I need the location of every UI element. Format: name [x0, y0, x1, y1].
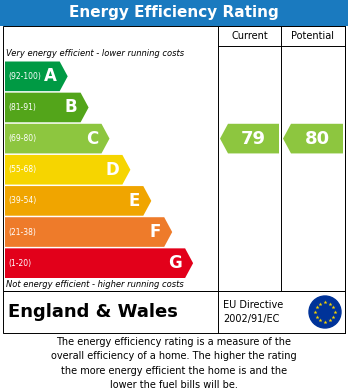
- Text: Energy Efficiency Rating: Energy Efficiency Rating: [69, 5, 279, 20]
- Text: (55-68): (55-68): [8, 165, 36, 174]
- Bar: [0, 0, 348, 26]
- Polygon shape: [5, 93, 89, 122]
- Bar: [3, 291, 345, 333]
- Text: G: G: [168, 254, 182, 272]
- Text: A: A: [44, 67, 57, 85]
- Polygon shape: [5, 61, 68, 91]
- Polygon shape: [5, 248, 193, 278]
- Text: Potential: Potential: [292, 31, 334, 41]
- Polygon shape: [5, 217, 172, 247]
- Text: 80: 80: [304, 129, 330, 148]
- Text: The energy efficiency rating is a measure of the
overall efficiency of a home. T: The energy efficiency rating is a measur…: [51, 337, 297, 390]
- Text: Current: Current: [231, 31, 268, 41]
- Text: (1-20): (1-20): [8, 259, 31, 268]
- Text: 79: 79: [241, 129, 266, 148]
- Polygon shape: [5, 186, 151, 216]
- Text: (92-100): (92-100): [8, 72, 41, 81]
- Text: F: F: [150, 223, 161, 241]
- Polygon shape: [5, 124, 110, 153]
- Polygon shape: [220, 124, 279, 153]
- Text: England & Wales: England & Wales: [8, 303, 178, 321]
- Text: B: B: [65, 99, 78, 117]
- Text: (69-80): (69-80): [8, 134, 36, 143]
- Text: D: D: [106, 161, 119, 179]
- Text: EU Directive: EU Directive: [223, 300, 283, 310]
- Text: Not energy efficient - higher running costs: Not energy efficient - higher running co…: [6, 280, 184, 289]
- Text: (39-54): (39-54): [8, 196, 36, 205]
- Polygon shape: [283, 124, 343, 153]
- Bar: [3, 26, 345, 291]
- Text: 2002/91/EC: 2002/91/EC: [223, 314, 279, 324]
- Text: (21-38): (21-38): [8, 228, 36, 237]
- Text: Very energy efficient - lower running costs: Very energy efficient - lower running co…: [6, 48, 184, 57]
- Circle shape: [309, 296, 341, 328]
- Text: (81-91): (81-91): [8, 103, 36, 112]
- Text: C: C: [86, 129, 98, 148]
- Polygon shape: [5, 155, 130, 185]
- Text: E: E: [129, 192, 140, 210]
